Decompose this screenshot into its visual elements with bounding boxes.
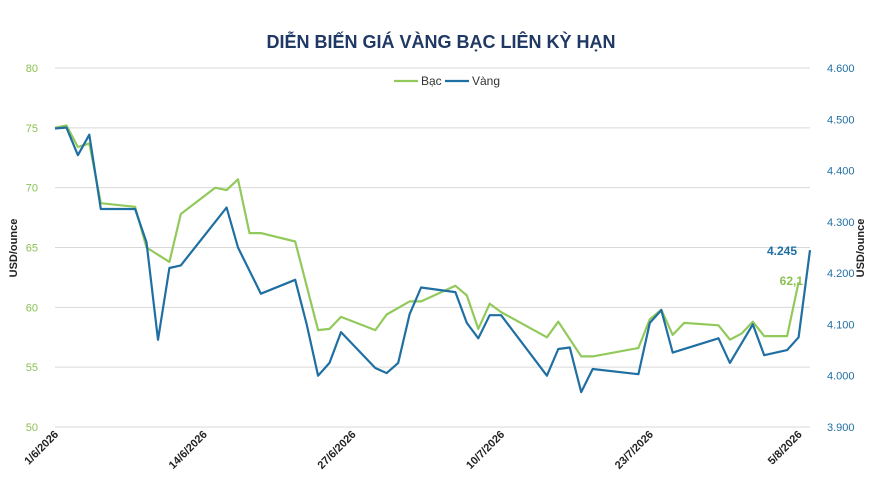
x-tick-label: 14/6/2026 [167, 429, 210, 472]
left-tick-label: 55 [26, 362, 38, 374]
left-tick-label: 80 [26, 63, 38, 75]
right-tick-label: 4.400 [827, 166, 855, 178]
right-tick-label: 4.000 [827, 371, 855, 383]
left-tick-label: 60 [26, 302, 38, 314]
x-tick-label: 27/6/2026 [315, 429, 358, 472]
right-axis-ticks: 3.900 4.000 4.100 4.200 4.300 4.400 4.500 4.600 [827, 63, 855, 434]
left-tick-label: 70 [26, 183, 38, 195]
legend-label-silver: Bạc [421, 74, 442, 88]
gold-end-label: 4.245 [767, 244, 797, 258]
x-tick-label: 23/7/2026 [613, 429, 656, 472]
chart-title: DIỄN BIẾN GIÁ VÀNG BẠC LIÊN KỲ HẠN [266, 31, 615, 52]
x-tick-label: 1/6/2026 [22, 429, 61, 468]
right-tick-label: 4.100 [827, 319, 855, 331]
left-axis-label: USD/ounce [8, 219, 20, 278]
right-tick-label: 4.200 [827, 268, 855, 280]
left-tick-label: 75 [26, 123, 38, 135]
silver-series-line [54, 124, 800, 358]
right-tick-label: 4.300 [827, 217, 855, 229]
x-axis-ticks: 1/6/2026 14/6/2026 27/6/2026 10/7/2026 23/7/… [22, 429, 804, 472]
gold-series-line [54, 126, 812, 394]
x-tick-label: 5/8/2026 [766, 429, 805, 468]
left-axis-ticks: 50 55 60 65 70 75 80 [26, 63, 38, 434]
right-tick-label: 4.600 [827, 63, 855, 75]
series-lines [54, 124, 812, 394]
left-tick-label: 65 [26, 243, 38, 255]
silver-end-label: 62,1 [780, 274, 804, 288]
gridlines [55, 67, 810, 428]
legend-label-gold: Vàng [472, 74, 500, 88]
right-axis-label: USD/ounce [855, 219, 867, 278]
x-tick-label: 10/7/2026 [464, 429, 507, 472]
right-tick-label: 4.500 [827, 114, 855, 126]
left-tick-label: 50 [26, 422, 38, 434]
legend: Bạc Vàng [394, 74, 500, 88]
right-tick-label: 3.900 [827, 422, 855, 434]
